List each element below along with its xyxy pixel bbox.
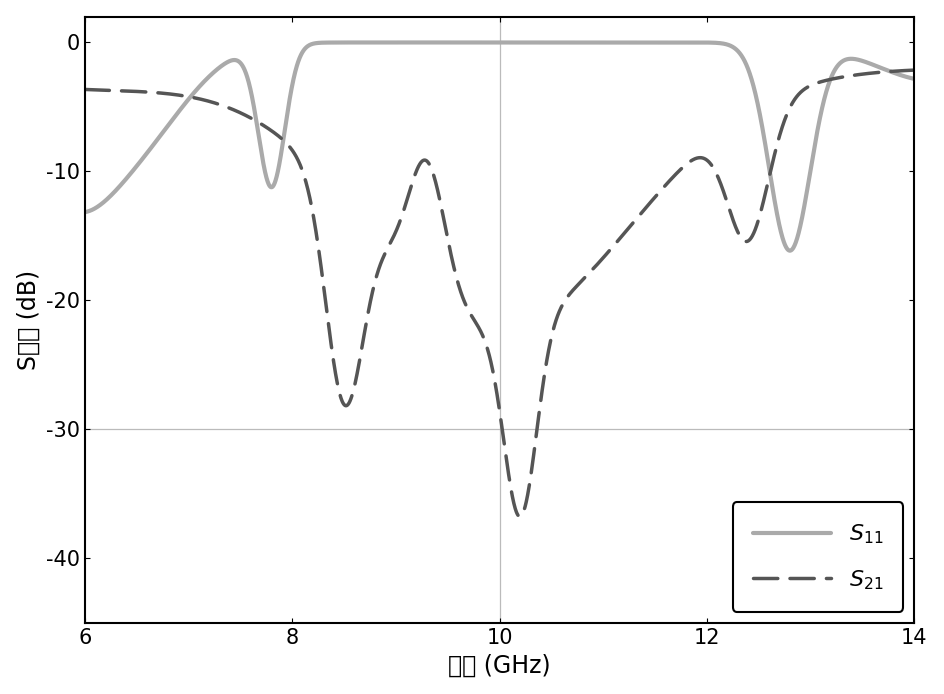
$S_{21}$ — [892, 67, 903, 75]
$S_{11}$ — [803, 175, 815, 183]
$S_{21}$ — [908, 66, 919, 74]
$S_{21}$ — [514, 512, 526, 520]
$S_{21}$ — [433, 192, 445, 200]
$S_{11}$ — [223, 58, 234, 66]
$S_{21}$ — [803, 83, 815, 91]
$S_{21}$ — [397, 208, 409, 217]
$S_{11}$ — [893, 70, 904, 78]
$S_{11}$ — [174, 106, 185, 115]
$S_{11}$ — [397, 38, 409, 46]
$S_{21}$ — [79, 85, 91, 94]
X-axis label: 频率 (GHz): 频率 (GHz) — [448, 653, 551, 677]
$S_{11}$ — [79, 208, 91, 217]
$S_{11}$ — [507, 38, 518, 46]
Line: $S_{21}$: $S_{21}$ — [85, 70, 914, 516]
$S_{21}$ — [174, 91, 185, 99]
$S_{11}$ — [908, 75, 919, 83]
$S_{21}$ — [223, 103, 234, 112]
Line: $S_{11}$: $S_{11}$ — [85, 42, 914, 251]
$S_{11}$ — [433, 38, 445, 46]
$S_{11}$ — [784, 246, 796, 255]
Legend: $S_{11}$, $S_{21}$: $S_{11}$, $S_{21}$ — [733, 502, 903, 612]
Y-axis label: S参数 (dB): S参数 (dB) — [17, 270, 41, 370]
